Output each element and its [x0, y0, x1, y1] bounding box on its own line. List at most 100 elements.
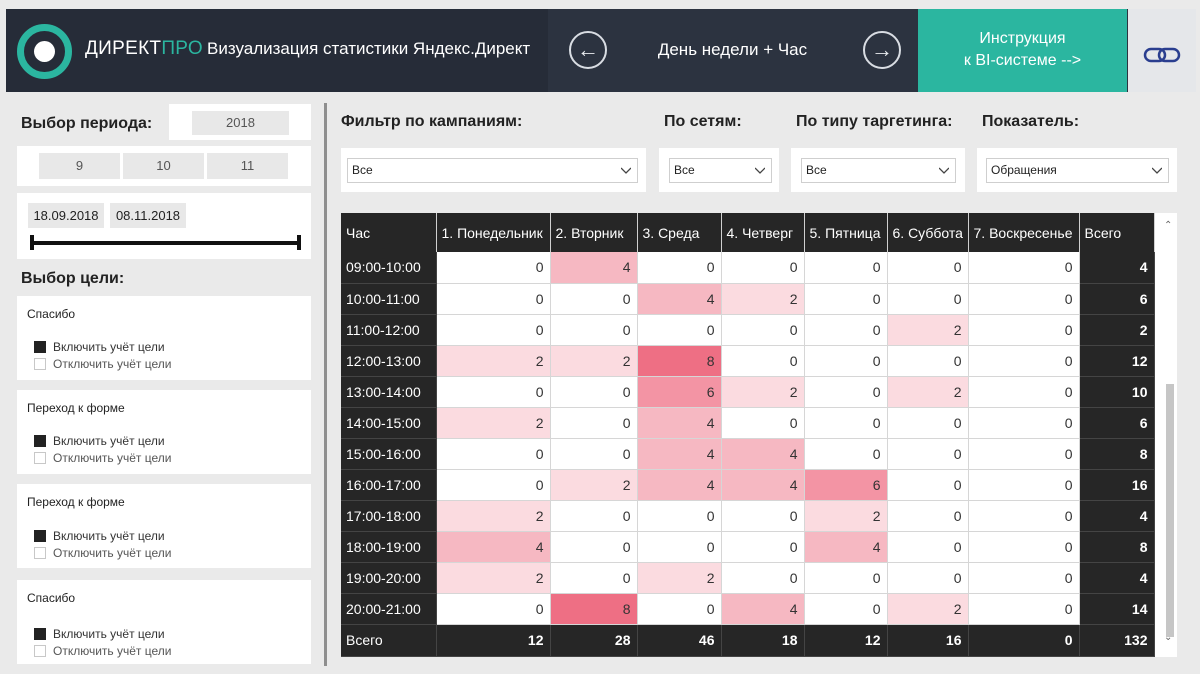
month-option[interactable]: 11 [207, 153, 288, 179]
goal-include-option[interactable]: Включить учёт цели [34, 340, 165, 354]
chevron-down-icon [755, 167, 765, 174]
column-header-wednesday[interactable]: 3. Среда [637, 213, 722, 252]
hour-cell: 13:00-14:00 [341, 376, 437, 408]
goal-exclude-option[interactable]: Отключить учёт цели [34, 546, 171, 560]
heatmap-table: Час 1. Понедельник 2. Вторник 3. Среда 4… [341, 213, 1155, 657]
value-cell: 0 [804, 407, 888, 439]
value-cell: 0 [804, 314, 888, 346]
column-header-total[interactable]: Всего [1079, 213, 1155, 252]
goal-include-option[interactable]: Включить учёт цели [34, 434, 165, 448]
goal-exclude-option[interactable]: Отключить учёт цели [34, 451, 171, 465]
metric-dropdown[interactable]: Обращения [986, 158, 1169, 183]
campaign-dropdown[interactable]: Все [347, 158, 638, 183]
column-total-cell: 12 [436, 624, 551, 657]
hour-cell: 14:00-15:00 [341, 407, 437, 439]
network-dropdown[interactable]: Все [669, 158, 772, 183]
network-filter-label: По сетям: [664, 113, 742, 130]
next-report-button[interactable]: → [863, 31, 901, 69]
value-cell: 2 [887, 593, 969, 625]
table-row[interactable]: 11:00-12:00 0 0 0 0 0 2 0 2 [341, 314, 1155, 346]
value-cell: 0 [968, 252, 1080, 284]
month-option[interactable]: 10 [123, 153, 204, 179]
value-cell: 2 [804, 500, 888, 532]
table-row[interactable]: 15:00-16:00 0 0 4 4 0 0 0 8 [341, 438, 1155, 470]
scroll-down-icon[interactable]: ⌄ [1164, 632, 1173, 643]
checkbox-empty-icon [34, 547, 46, 559]
value-cell: 0 [887, 438, 969, 470]
value-cell: 0 [721, 252, 805, 284]
logo-icon [17, 24, 72, 79]
table-row[interactable]: 12:00-13:00 2 2 8 0 0 0 0 12 [341, 345, 1155, 377]
value-cell: 0 [968, 345, 1080, 377]
value-cell: 0 [804, 252, 888, 284]
goal-label: Выбор цели: [21, 270, 125, 287]
year-option[interactable]: 2018 [192, 111, 289, 135]
scroll-up-icon[interactable]: ⌃ [1164, 220, 1173, 231]
row-total-cell: 4 [1079, 500, 1155, 532]
row-total-cell: 4 [1079, 252, 1155, 284]
prev-report-button[interactable]: ← [569, 31, 607, 69]
column-header-tuesday[interactable]: 2. Вторник [550, 213, 638, 252]
column-header-monday[interactable]: 1. Понедельник [436, 213, 551, 252]
column-header-sunday[interactable]: 7. Воскресенье [968, 213, 1080, 252]
goal-card: Спасибо Включить учёт цели Отключить учё… [17, 580, 311, 664]
goal-exclude-option[interactable]: Отключить учёт цели [34, 357, 171, 371]
row-total-cell: 8 [1079, 438, 1155, 470]
column-header-hour[interactable]: Час [341, 213, 437, 252]
value-cell: 8 [550, 593, 638, 625]
column-total-cell: 28 [550, 624, 638, 657]
instruction-button[interactable]: Инструкция к BI-системе --> [918, 9, 1127, 92]
value-cell: 0 [968, 283, 1080, 315]
table-row[interactable]: 13:00-14:00 0 0 6 2 0 2 0 10 [341, 376, 1155, 408]
table-row[interactable]: 09:00-10:00 0 4 0 0 0 0 0 4 [341, 252, 1155, 284]
column-total-cell: 18 [721, 624, 805, 657]
hour-cell: 09:00-10:00 [341, 252, 437, 284]
checkbox-checked-icon [34, 530, 46, 542]
column-header-thursday[interactable]: 4. Четверг [721, 213, 805, 252]
chevron-down-icon [939, 167, 949, 174]
value-cell: 0 [436, 593, 551, 625]
value-cell: 0 [804, 283, 888, 315]
value-cell: 4 [637, 283, 722, 315]
hour-cell: 18:00-19:00 [341, 531, 437, 563]
value-cell: 2 [436, 500, 551, 532]
metric-filter-label: Показатель: [982, 113, 1080, 130]
column-header-saturday[interactable]: 6. Суббота [887, 213, 969, 252]
table-row[interactable]: 10:00-11:00 0 0 4 2 0 0 0 6 [341, 283, 1155, 315]
date-slider-start-handle[interactable] [30, 235, 34, 250]
goal-include-option[interactable]: Включить учёт цели [34, 627, 165, 641]
value-cell: 0 [550, 438, 638, 470]
date-slider-track[interactable] [32, 241, 300, 245]
report-nav [549, 9, 917, 92]
value-cell: 4 [637, 469, 722, 501]
checkbox-empty-icon [34, 645, 46, 657]
hour-cell: 11:00-12:00 [341, 314, 437, 346]
value-cell: 0 [637, 593, 722, 625]
date-slider-end-handle[interactable] [297, 235, 301, 250]
column-header-friday[interactable]: 5. Пятница [804, 213, 888, 252]
hour-cell: 12:00-13:00 [341, 345, 437, 377]
table-row[interactable]: 18:00-19:00 4 0 0 0 4 0 0 8 [341, 531, 1155, 563]
link-icon [1143, 47, 1181, 63]
table-row[interactable]: 16:00-17:00 0 2 4 4 6 0 0 16 [341, 469, 1155, 501]
table-row[interactable]: 19:00-20:00 2 0 2 0 0 0 0 4 [341, 562, 1155, 594]
value-cell: 0 [637, 531, 722, 563]
table-row[interactable]: 20:00-21:00 0 8 0 4 0 2 0 14 [341, 593, 1155, 625]
targeting-dropdown[interactable]: Все [801, 158, 956, 183]
table-row[interactable]: 17:00-18:00 2 0 0 0 2 0 0 4 [341, 500, 1155, 532]
value-cell: 0 [887, 283, 969, 315]
month-option[interactable]: 9 [39, 153, 120, 179]
table-scroll-thumb[interactable] [1166, 384, 1174, 637]
goal-include-option[interactable]: Включить учёт цели [34, 529, 165, 543]
table-row[interactable]: 14:00-15:00 2 0 4 0 0 0 0 6 [341, 407, 1155, 439]
goal-card: Переход к форме Включить учёт цели Отклю… [17, 390, 311, 474]
date-from-input[interactable]: 18.09.2018 [28, 203, 104, 228]
goal-exclude-option[interactable]: Отключить учёт цели [34, 644, 171, 658]
panel-divider [324, 103, 327, 666]
column-total-cell: 0 [968, 624, 1080, 657]
value-cell: 0 [550, 314, 638, 346]
date-to-input[interactable]: 08.11.2018 [110, 203, 186, 228]
value-cell: 0 [968, 469, 1080, 501]
value-cell: 2 [550, 345, 638, 377]
row-total-cell: 6 [1079, 407, 1155, 439]
